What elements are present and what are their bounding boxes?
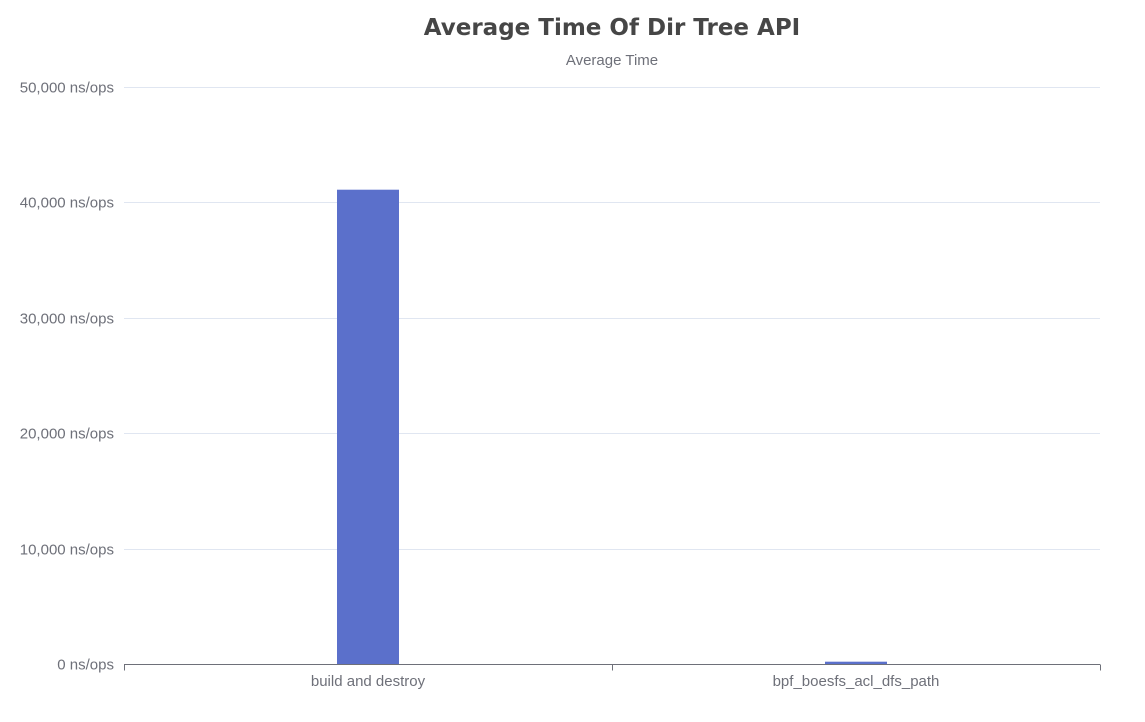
grid-lines [124,87,1100,550]
y-axis-labels: 0 ns/ops 10,000 ns/ops 20,000 ns/ops 30,000… [20,80,114,674]
y-tick-label: 10,000 ns/ops [20,542,114,559]
x-category-label: build and destroy [311,673,426,690]
y-tick-label: 30,000 ns/ops [20,311,114,328]
y-tick-label: 40,000 ns/ops [20,195,114,212]
y-tick-label: 50,000 ns/ops [20,80,114,97]
y-tick-label: 0 ns/ops [57,657,114,674]
chart-title: Average Time Of Dir Tree API [424,15,800,41]
bar-2[interactable] [825,661,887,664]
bars[interactable] [337,189,887,664]
bar-1[interactable] [337,189,399,664]
chart-subtitle: Average Time [566,52,658,69]
y-tick-label: 20,000 ns/ops [20,426,114,443]
x-category-label: bpf_boesfs_acl_dfs_path [773,673,940,690]
x-axis: build and destroy bpf_boesfs_acl_dfs_path [124,664,1101,690]
